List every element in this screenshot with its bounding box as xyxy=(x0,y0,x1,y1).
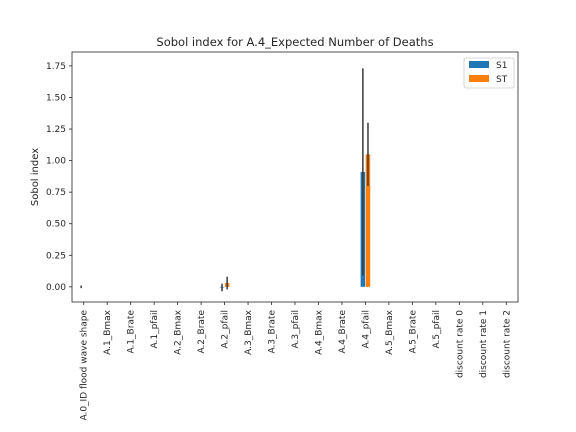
legend-swatch-st xyxy=(469,75,489,82)
x-tick-label: A.4_Brate xyxy=(338,310,348,354)
x-tick-label: A.3_Brate xyxy=(268,310,278,354)
y-tick-label: 0.50 xyxy=(46,220,66,230)
x-tick-label: A.5_Bmax xyxy=(385,309,395,355)
legend-swatch-s1 xyxy=(469,61,489,68)
x-tick-label: A.4_Bmax xyxy=(314,309,324,355)
x-tick-label: A.5_pfail xyxy=(432,310,442,348)
x-tick-label: A.1_Bmax xyxy=(103,309,113,355)
legend-label-s1: S1 xyxy=(496,61,507,71)
legend: S1 ST xyxy=(463,57,515,89)
plot-frame xyxy=(71,51,519,303)
y-axis-title: Sobol index xyxy=(30,148,41,206)
x-tick-label: A.2_Brate xyxy=(197,310,207,354)
chart-title: Sobol index for A.4_Expected Number of D… xyxy=(156,35,433,49)
bar-st xyxy=(365,154,371,287)
y-tick-label: 1.75 xyxy=(46,62,66,72)
x-tick-label: discount rate 0 xyxy=(455,310,465,378)
y-tick-label: 0.75 xyxy=(46,188,66,198)
legend-label-st: ST xyxy=(496,75,508,85)
y-tick-label: 1.00 xyxy=(46,157,66,167)
x-tick-label: A.1_pfail xyxy=(150,310,160,348)
x-tick-label: discount rate 2 xyxy=(502,310,512,378)
x-tick-label: discount rate 1 xyxy=(479,310,489,378)
y-tick-label: 0.25 xyxy=(46,251,66,261)
y-tick-label: 0.00 xyxy=(46,283,66,293)
x-tick-label: A.3_Bmax xyxy=(244,309,254,355)
x-tick-label: A.2_Bmax xyxy=(174,309,184,355)
plot-area: 0.00 0.25 0.50 0.75 1.00 1.25 1.50 1.75 A.0_ID f… xyxy=(46,62,512,421)
y-tick-label: 1.50 xyxy=(46,93,66,103)
x-tick-label: A.2_pfail xyxy=(221,310,231,348)
x-tick-label: A.5_Brate xyxy=(408,310,418,354)
x-tick-label: A.1_Brate xyxy=(127,310,137,354)
y-tick-label: 1.25 xyxy=(46,125,66,135)
x-tick-label: A.4_pfail xyxy=(361,310,371,348)
x-tick-label: A.0_ID flood wave shape xyxy=(80,310,90,421)
x-tick-label: A.3_pfail xyxy=(291,310,301,348)
